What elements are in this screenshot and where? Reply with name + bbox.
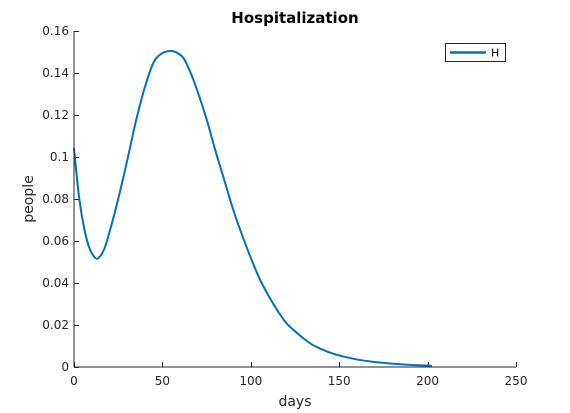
x-tick-label: 0 (70, 374, 78, 388)
legend: H (445, 43, 506, 62)
x-axis-title: days (278, 394, 311, 410)
x-tick-label: 100 (239, 374, 262, 388)
x-tick-label: 50 (155, 374, 170, 388)
legend-label: H (491, 47, 499, 60)
series-line-H (73, 49, 433, 367)
y-tick-label: 0.14 (42, 66, 69, 80)
x-tick-label: 200 (416, 374, 439, 388)
y-tick-label: 0.1 (50, 150, 69, 164)
y-tick-label: 0.02 (42, 318, 69, 332)
axes-layer (73, 31, 516, 368)
y-tick-label: 0.04 (42, 276, 69, 290)
y-tick-label: 0.12 (42, 108, 69, 122)
y-tick-label: 0.16 (42, 24, 69, 38)
x-tick-label: 150 (328, 374, 351, 388)
x-tick-label: 250 (505, 374, 528, 388)
y-tick-label: 0 (61, 360, 69, 374)
y-axis-title: people (21, 175, 37, 222)
series-layer (73, 49, 433, 367)
y-tick-label: 0.06 (42, 234, 69, 248)
y-tick-label: 0.08 (42, 192, 69, 206)
ticks-layer: 0 50 100 150 200 250 0 0.02 0.04 0.06 0.08 0.1 0.12 0… (42, 24, 527, 388)
chart-title: Hospitalization (231, 9, 358, 27)
